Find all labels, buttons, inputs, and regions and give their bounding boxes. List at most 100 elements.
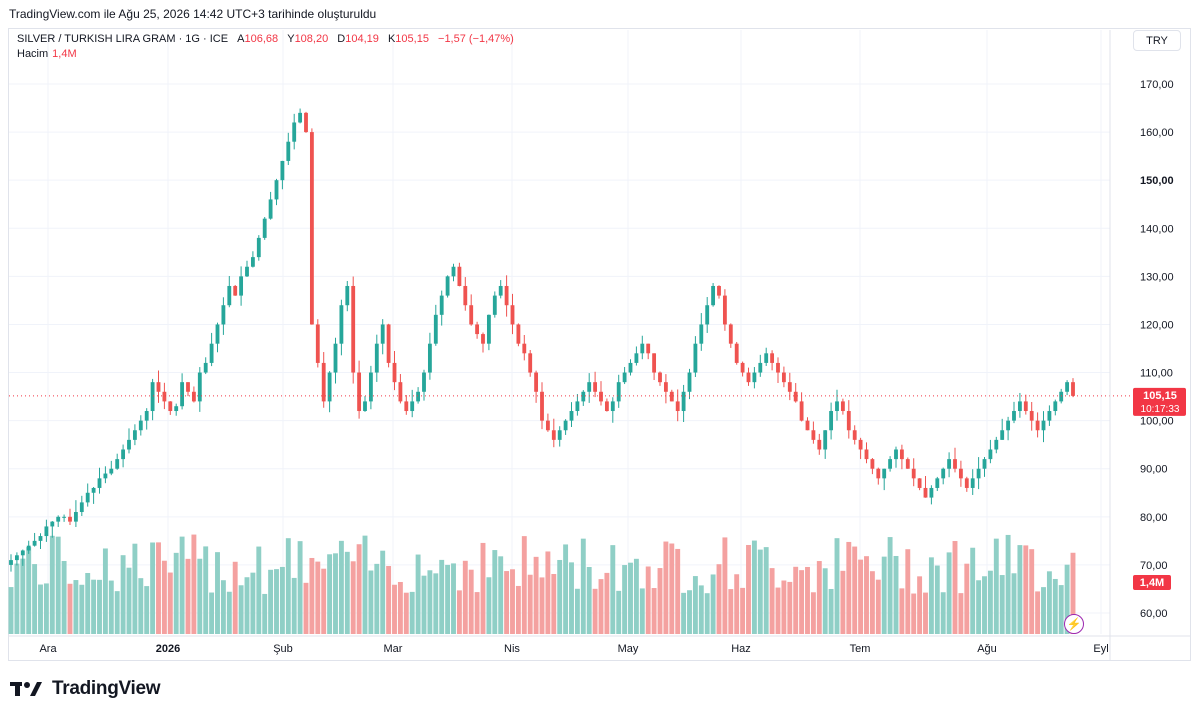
candle: [191, 386, 196, 403]
candle-body: [286, 141, 291, 161]
candle: [304, 111, 308, 133]
volume-bar: [746, 544, 751, 634]
candle: [357, 360, 362, 419]
volume-bar: [751, 540, 757, 634]
x-tick-label: Mar: [384, 643, 403, 655]
candle-body: [840, 401, 845, 412]
candle: [422, 369, 426, 401]
candle-body: [1006, 420, 1011, 431]
volume-bar: [893, 555, 899, 634]
candle-body: [858, 439, 863, 450]
candle-body: [386, 324, 391, 363]
candle: [705, 297, 710, 333]
price-tag: 105,15 10:17:33: [1133, 387, 1186, 416]
low-label: D: [337, 33, 346, 45]
candle-body: [239, 276, 244, 296]
volume-bar: [244, 577, 250, 634]
candle: [1017, 392, 1022, 418]
volume-bar: [993, 538, 999, 634]
chart-frame: [8, 28, 1191, 661]
candle: [569, 402, 574, 427]
candle: [197, 367, 202, 412]
volume-bar: [397, 581, 403, 634]
candle-body: [528, 353, 533, 373]
candle-body: [245, 266, 249, 277]
grid: [9, 30, 1110, 634]
candle: [486, 314, 491, 351]
volume-bar: [344, 551, 350, 634]
candle: [929, 485, 934, 505]
low-value: 104,19: [345, 33, 379, 45]
candle: [864, 442, 869, 464]
volume-bar: [710, 574, 716, 634]
candle: [339, 299, 344, 356]
candle: [905, 457, 910, 469]
candle-body: [575, 401, 580, 412]
candle-body: [315, 324, 320, 363]
candle: [764, 347, 769, 366]
candle: [91, 487, 96, 504]
volume-bar: [799, 570, 805, 634]
candle-body: [380, 324, 385, 344]
volume-bar: [905, 549, 911, 634]
candle: [333, 337, 338, 384]
y-tick-label: 90,00: [1140, 464, 1168, 476]
volume-bar: [1011, 573, 1017, 634]
volume-bar: [651, 588, 657, 634]
candle-body: [274, 180, 279, 200]
symbol-name[interactable]: SILVER / TURKISH LIRA GRAM · 1G · ICE: [17, 33, 229, 45]
candle: [752, 367, 757, 389]
currency-button[interactable]: TRY: [1133, 30, 1181, 51]
volume-bar: [917, 576, 923, 634]
y-tick-label: 120,00: [1140, 319, 1174, 331]
candle-body: [368, 372, 373, 402]
candle-body: [410, 401, 415, 412]
volume-bar: [604, 572, 610, 634]
candle-body: [103, 473, 108, 479]
candle: [923, 475, 928, 498]
candle: [156, 370, 161, 403]
candle: [634, 346, 639, 366]
candle: [9, 554, 13, 572]
candle-body: [138, 420, 143, 431]
candle: [1041, 411, 1046, 443]
candle-body: [652, 353, 657, 373]
candle: [953, 447, 957, 473]
candle: [309, 128, 314, 325]
volume-bar: [114, 591, 120, 634]
volume-bar: [474, 592, 480, 634]
volume-label[interactable]: Hacim: [17, 48, 49, 60]
candle-body: [752, 372, 757, 383]
candle-body: [227, 285, 232, 306]
candle: [551, 418, 556, 448]
candle-body: [262, 218, 267, 238]
candle-body: [746, 372, 751, 383]
candle-body: [864, 449, 869, 460]
candle-body: [469, 305, 474, 325]
volume-bar: [852, 546, 858, 634]
candle-body: [610, 401, 615, 412]
candle: [115, 453, 120, 470]
volume-bar: [840, 570, 846, 634]
volume-bar: [498, 556, 504, 634]
candle-body: [734, 343, 739, 363]
candle-body: [91, 487, 96, 493]
candle-body: [534, 372, 539, 392]
volume-bar: [256, 546, 262, 634]
candle-body: [1053, 401, 1058, 412]
volume-bar: [1035, 591, 1041, 634]
candle: [162, 382, 167, 410]
candle: [799, 392, 804, 422]
volume-value: 1,4M: [52, 48, 77, 60]
candle: [398, 374, 403, 404]
candle-body: [870, 459, 875, 469]
volume-bar: [392, 584, 397, 634]
candle: [85, 483, 90, 507]
lightning-icon[interactable]: ⚡: [1064, 614, 1084, 634]
candle-body: [805, 420, 810, 431]
close-label: K: [387, 33, 396, 45]
volume-bar: [616, 590, 622, 634]
volume-bar: [628, 562, 633, 634]
candle-body: [835, 401, 839, 412]
